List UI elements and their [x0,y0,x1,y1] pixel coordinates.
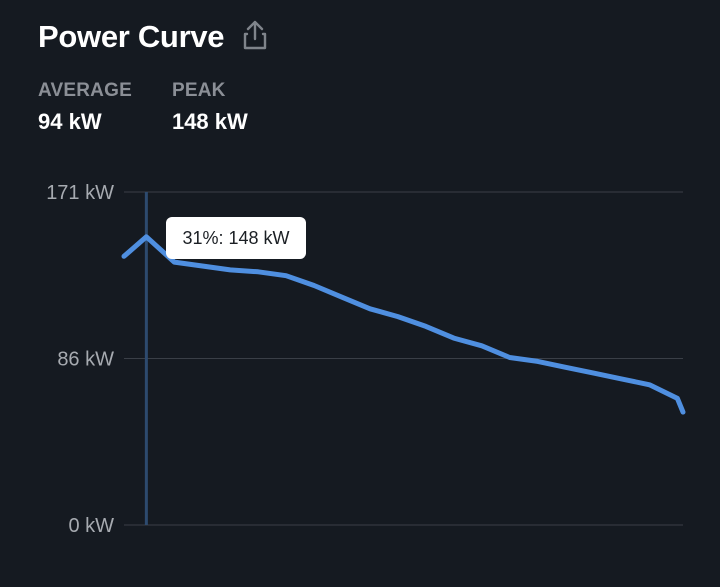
data-point [592,371,596,375]
chart-series-line [124,237,683,412]
data-point [312,283,316,287]
chart-tooltip-label: 31%: 148 kW [182,228,289,249]
chart-tooltip: 31%: 148 kW [166,217,306,259]
data-point [200,264,204,268]
y-tick-label: 0 kW [68,515,114,537]
data-point [620,377,624,381]
data-point [256,270,260,274]
chart-y-ticks: 171 kW 86 kW 0 kW [46,182,114,537]
data-point [536,359,540,363]
data-point [368,307,372,311]
data-point [122,254,126,258]
data-point [172,260,176,264]
data-point [228,268,232,272]
data-point [396,315,400,319]
chart-points [122,235,685,414]
data-point [480,344,484,348]
data-point [675,396,679,400]
data-point [424,324,428,328]
data-point [508,356,512,360]
data-point [340,295,344,299]
data-point [452,336,456,340]
data-point [144,235,148,239]
data-point [284,274,288,278]
y-tick-label: 171 kW [46,182,114,204]
data-point [681,410,685,414]
data-point [564,365,568,369]
data-point [647,383,651,387]
y-tick-label: 86 kW [57,349,114,371]
